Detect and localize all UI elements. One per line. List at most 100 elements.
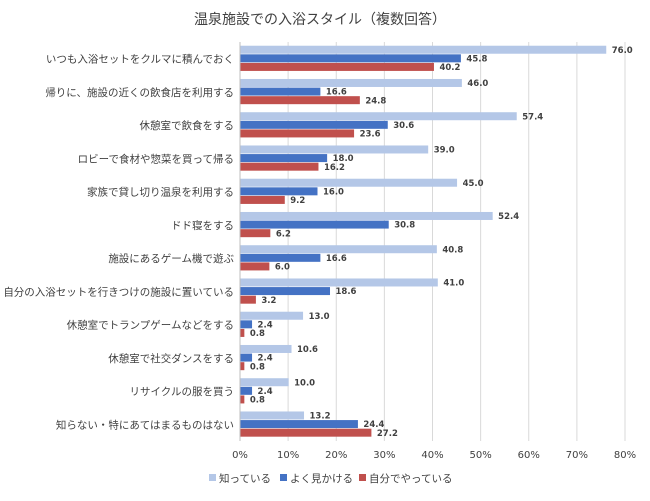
bars: 76.0 45.8 40.2 46.0 16.6 24.8 57.4 30.6 23.6 39.0… xyxy=(240,45,633,439)
bar xyxy=(240,420,358,429)
data-label: 16.6 xyxy=(326,88,347,98)
category-label: ロビーで食材や惣菜を買って帰る xyxy=(78,152,234,165)
data-label: 24.4 xyxy=(363,420,384,430)
x-tick-label: 30% xyxy=(373,450,395,461)
bar xyxy=(240,378,289,387)
data-label: 40.2 xyxy=(439,63,460,73)
data-label: 76.0 xyxy=(612,46,633,56)
data-label: 57.4 xyxy=(522,112,543,122)
legend-swatch xyxy=(359,474,366,481)
bar xyxy=(240,287,331,296)
legend-label: 知っている xyxy=(219,472,271,485)
data-label: 27.2 xyxy=(377,429,398,439)
x-tick-labels: 0% 10% 20% 30% 40% 50% 60% 70% 80% xyxy=(232,450,636,461)
category-label: 休憩室で社交ダンスをする xyxy=(108,352,234,365)
bar xyxy=(240,129,355,138)
bar xyxy=(240,320,253,329)
data-label: 45.0 xyxy=(463,179,484,189)
x-tick-label: 20% xyxy=(325,450,347,461)
bar xyxy=(240,54,461,63)
data-label: 10.0 xyxy=(294,378,315,388)
bar xyxy=(240,87,321,96)
data-label: 10.6 xyxy=(297,345,318,355)
data-label: 16.6 xyxy=(326,254,347,264)
data-label: 0.8 xyxy=(250,329,265,339)
data-label: 6.2 xyxy=(276,229,291,239)
data-label: 2.4 xyxy=(258,387,273,397)
data-label: 18.6 xyxy=(336,287,357,297)
data-label: 30.8 xyxy=(394,221,415,231)
bar xyxy=(240,344,292,353)
data-label: 3.2 xyxy=(261,296,276,306)
data-label: 40.8 xyxy=(442,245,463,255)
data-label: 30.6 xyxy=(393,121,414,131)
legend-swatch xyxy=(209,474,216,481)
category-label: リサイクルの服を買う xyxy=(130,386,234,398)
category-label: 家族で貸し切り温泉を利用する xyxy=(87,186,234,199)
bar xyxy=(240,96,360,105)
category-label: ドド寝をする xyxy=(171,219,234,232)
bar xyxy=(240,328,245,337)
x-tick-label: 40% xyxy=(421,450,443,461)
data-label: 9.2 xyxy=(290,196,305,206)
data-label: 0.8 xyxy=(250,396,265,406)
bar xyxy=(240,362,245,371)
bar xyxy=(240,311,304,320)
bar xyxy=(240,428,372,437)
x-tick-label: 10% xyxy=(277,450,299,461)
bar xyxy=(240,386,253,395)
data-label: 13.0 xyxy=(309,312,330,322)
data-label: 2.4 xyxy=(258,354,273,364)
bar xyxy=(240,154,328,163)
bar xyxy=(240,162,319,171)
data-label: 39.0 xyxy=(434,146,455,156)
legend-label: 自分でやっている xyxy=(369,472,452,485)
bar xyxy=(240,211,493,220)
bar xyxy=(240,62,434,71)
data-label: 6.0 xyxy=(275,263,290,273)
data-label: 13.2 xyxy=(310,412,331,422)
category-label: 休憩室で飲食をする xyxy=(140,119,235,132)
bar xyxy=(240,187,318,196)
data-label: 0.8 xyxy=(250,362,265,372)
bar xyxy=(240,145,429,154)
chart-title: 温泉施設での入浴スタイル（複数回答） xyxy=(194,11,446,28)
x-tick-label: 60% xyxy=(518,450,540,461)
category-label: 帰りに、施設の近くの飲食店を利用する xyxy=(45,86,234,99)
data-label: 52.4 xyxy=(498,212,519,222)
category-label: 施設にあるゲーム機で遊ぶ xyxy=(108,252,234,265)
legend-label: よく見かける xyxy=(290,473,353,485)
data-label: 2.4 xyxy=(258,320,273,330)
data-label: 24.8 xyxy=(365,96,386,106)
bar xyxy=(240,411,305,420)
x-tick-label: 70% xyxy=(566,450,588,461)
bar xyxy=(240,262,270,271)
bar xyxy=(240,229,271,238)
data-label: 46.0 xyxy=(467,79,488,89)
bar xyxy=(240,195,285,204)
data-label: 41.0 xyxy=(443,279,464,289)
bar xyxy=(240,278,438,287)
bar xyxy=(240,245,437,254)
category-label: 休憩室でトランプゲームなどをする xyxy=(67,319,234,332)
category-label: 知らない・特にあてはまるものはない xyxy=(56,418,234,431)
data-label: 16.2 xyxy=(324,163,345,173)
bar xyxy=(240,220,389,229)
x-tick-label: 80% xyxy=(614,450,636,461)
data-label: 45.8 xyxy=(466,54,487,64)
x-tick-label: 50% xyxy=(470,450,492,461)
bar xyxy=(240,78,462,87)
bar xyxy=(240,178,458,187)
category-label: いつも入浴セットをクルマに積んでおく xyxy=(46,53,234,66)
bar xyxy=(240,112,517,121)
data-label: 23.6 xyxy=(360,130,381,140)
data-label: 16.0 xyxy=(323,187,344,197)
x-tick-label: 0% xyxy=(232,450,248,461)
bar xyxy=(240,395,245,404)
bar xyxy=(240,120,388,129)
bar xyxy=(240,45,607,54)
legend-swatch xyxy=(280,474,287,481)
bar xyxy=(240,353,253,362)
legend: 知っている よく見かける 自分でやっている xyxy=(209,472,452,485)
